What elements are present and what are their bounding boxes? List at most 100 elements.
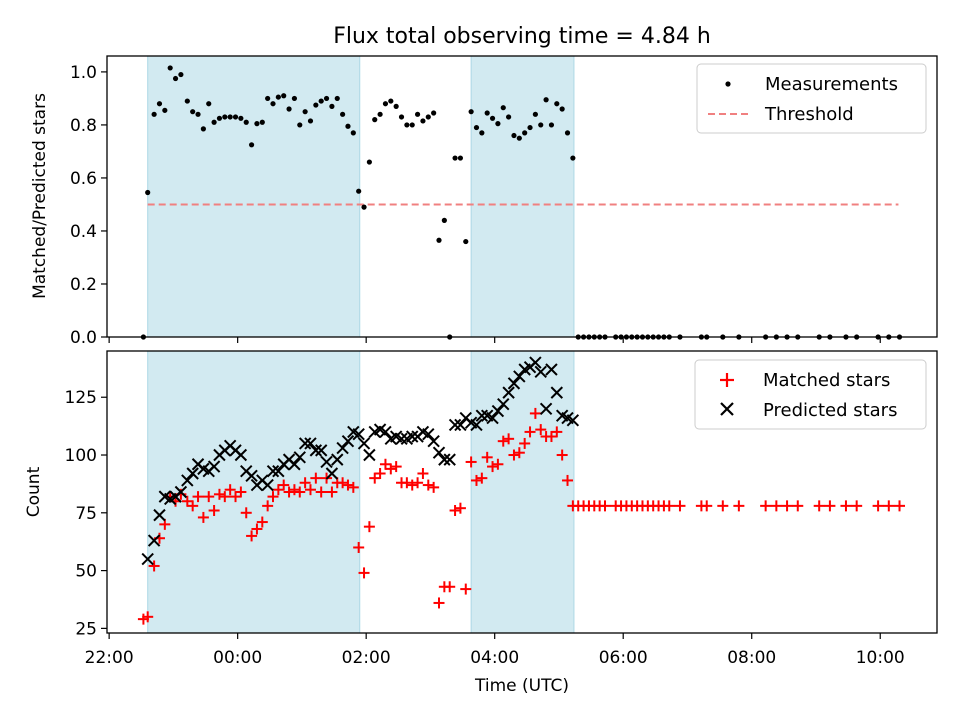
measurement-point: [232, 114, 239, 120]
y-tick-label: 0.6: [70, 169, 97, 189]
measurement-point: [543, 97, 549, 103]
matched-star-point: [374, 468, 386, 480]
predicted-star-point: [448, 418, 462, 432]
measurement-point: [334, 95, 340, 102]
matched-star-point: [449, 504, 461, 516]
predicted-star-point: [174, 485, 188, 499]
y-tick-label: 50: [75, 562, 97, 582]
y-tick-label: 0.2: [70, 275, 97, 295]
y-tick-label: 75: [75, 504, 97, 524]
measurement-point: [297, 122, 303, 128]
predicted-star-point: [379, 425, 392, 439]
measurement-point: [356, 188, 362, 194]
matched-star-point: [492, 458, 504, 470]
matched-star-point: [733, 500, 745, 512]
matched-star-point: [406, 479, 418, 491]
matched-star-point: [470, 474, 482, 486]
matched-star-point: [428, 481, 440, 493]
matched-star-point: [454, 502, 466, 514]
matched-star-point: [294, 486, 306, 498]
predicted-star-point: [320, 455, 333, 469]
measurement-point: [313, 102, 319, 108]
measurement-point: [265, 95, 271, 102]
predicted-star-point: [207, 460, 221, 473]
top-axes-frame: [106, 55, 938, 338]
matched-star-point: [299, 477, 311, 489]
matched-star-point: [251, 523, 263, 535]
predicted-star-point: [325, 467, 339, 480]
matched-star-point: [203, 491, 215, 503]
x-axis-label: Time (UTC): [474, 676, 569, 696]
matched-star-point: [315, 486, 327, 498]
measurement-point: [532, 111, 538, 117]
measurement-point: [441, 217, 447, 223]
matched-star-point: [208, 504, 220, 516]
measurement-point: [286, 106, 292, 112]
predicted-star-point: [497, 397, 510, 411]
predicted-star-point: [363, 448, 376, 462]
y-tick-label: 125: [65, 388, 97, 408]
matched-star-point: [385, 463, 397, 475]
measurement-point: [190, 109, 196, 115]
measurement-point: [570, 155, 576, 161]
predicted-star-point: [438, 453, 451, 466]
measurement-point: [484, 110, 490, 116]
measurement-point: [559, 106, 565, 112]
predicted-star-point: [357, 437, 371, 450]
measurement-point: [145, 189, 151, 196]
measurement-point: [162, 107, 168, 113]
matched-star-point: [358, 567, 370, 579]
measurement-point: [404, 122, 410, 128]
matched-star-point: [337, 477, 349, 489]
legend-predicted-label: Predicted stars: [763, 400, 897, 421]
predicted-star-point: [293, 451, 306, 464]
legend-measurements-marker: [725, 81, 731, 87]
predicted-star-point: [422, 428, 435, 441]
matched-star-point: [663, 500, 675, 512]
predicted-star-point: [475, 409, 489, 422]
legend-matched-marker: [720, 373, 734, 387]
matched-star-point: [508, 449, 520, 461]
measurement-point: [227, 114, 233, 120]
matched-star-point: [433, 597, 445, 609]
bottom-panel: 25 50 75 100 125 22:00 00:00 02:00 04:00 06:00 08…: [24, 350, 938, 696]
x-tick-label: 00:00: [213, 648, 262, 668]
matched-star-point: [551, 426, 563, 438]
matched-star-point: [422, 479, 434, 491]
predicted-star-point: [534, 365, 547, 379]
top-legend: Measurements Threshold: [696, 63, 927, 134]
observing-interval-shade: [470, 350, 575, 634]
predicted-star-point: [186, 467, 199, 480]
observing-interval-shade: [470, 55, 575, 338]
measurement-point: [259, 119, 265, 125]
measurement-point: [382, 101, 389, 107]
bottom-y-axis: 25 50 75 100 125: [65, 388, 107, 639]
y-tick-label: 0.4: [70, 222, 97, 242]
y-tick-label: 100: [65, 446, 97, 466]
matched-star-point: [513, 447, 525, 459]
measurement-point: [270, 101, 276, 107]
matched-star-point: [701, 500, 713, 512]
matched-star-point: [347, 481, 359, 493]
measurement-point: [479, 130, 485, 136]
matched-star-point: [267, 491, 279, 503]
measurement-point: [151, 111, 157, 117]
x-tick-label: 06:00: [599, 648, 648, 668]
top-panel: 0.0 0.2 0.4 0.6 0.8 1.0 Matched/Predicted sta…: [30, 55, 938, 348]
predicted-star-point: [261, 478, 274, 492]
y-tick-label: 1.0: [70, 63, 97, 83]
matched-star-point: [283, 486, 295, 498]
matched-star-point: [304, 484, 316, 496]
matched-star-point: [760, 500, 772, 512]
matched-star-point: [417, 468, 429, 480]
matched-star-point: [342, 479, 354, 491]
matched-star-point: [363, 521, 375, 533]
matched-star-points: [137, 407, 906, 625]
measurement-point: [156, 101, 163, 107]
measurement-point: [291, 95, 298, 102]
measurement-point: [420, 118, 426, 124]
measurement-point: [393, 103, 399, 109]
x-tick-label: 22:00: [85, 648, 134, 668]
measurement-point: [527, 124, 533, 131]
measurement-point: [468, 109, 474, 115]
